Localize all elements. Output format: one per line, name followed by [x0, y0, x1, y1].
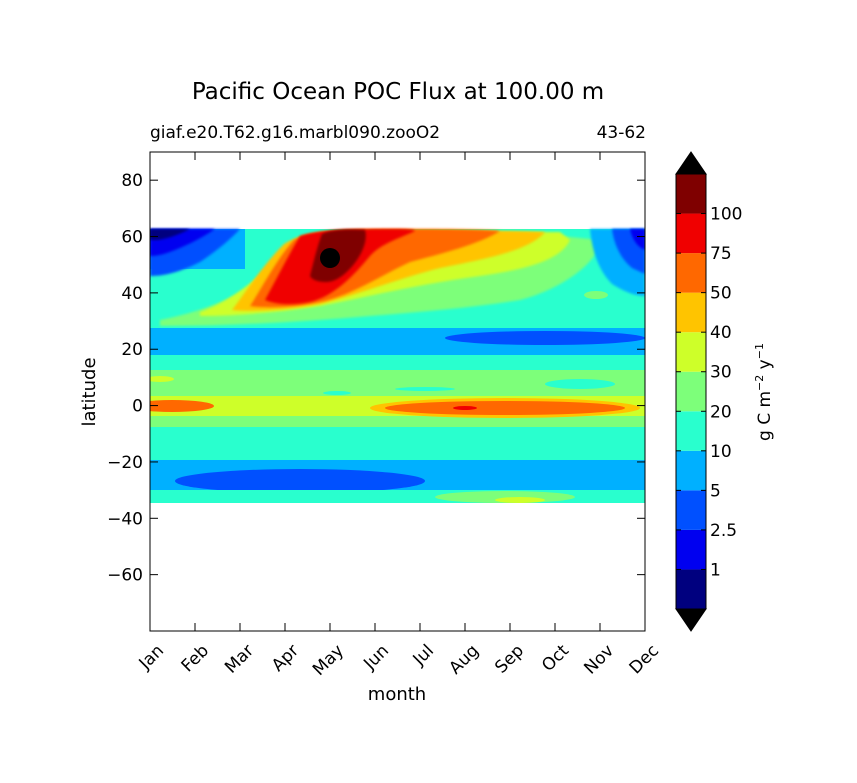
colorbar-segment — [676, 292, 706, 333]
x-tick-label: Sep — [491, 641, 528, 678]
colorbar-segment — [676, 529, 706, 570]
y-tick-label: 60 — [121, 228, 143, 248]
contour-south-low — [175, 469, 425, 493]
colorbar-level-label: 75 — [710, 244, 732, 264]
contour-small-patch-1 — [323, 391, 351, 395]
contour-equatorial-east-core — [453, 406, 477, 410]
colorbar: 1 2.5 5 10 20 30 40 50 75 100 — [675, 151, 742, 632]
colorbar-level-label: 5 — [710, 481, 721, 501]
colorbar-level-label: 10 — [710, 442, 732, 462]
y-tick-label: −20 — [107, 453, 143, 473]
chart-subtitle-right: 43-62 — [597, 123, 646, 143]
contour-field — [150, 229, 645, 503]
y-tick-label: −40 — [107, 509, 143, 529]
contour-north-eq-patch — [545, 379, 615, 389]
x-tick-label: Oct — [538, 641, 573, 676]
y-axis: 80 60 40 20 0 −20 −40 −60 — [107, 171, 645, 586]
x-tick-label: May — [309, 641, 348, 680]
contour-band-south-equatorial — [150, 415, 645, 427]
colorbar-under-triangle — [675, 608, 707, 632]
contour-north-right-patch — [584, 291, 608, 299]
colorbar-segment — [676, 332, 706, 372]
contour-band-north-subtropical-edge — [150, 355, 645, 370]
contour-north-bloom-peak — [320, 248, 340, 268]
colorbar-segment — [676, 253, 706, 293]
y-tick-label: −60 — [107, 566, 143, 586]
x-tick-label: Aug — [445, 641, 483, 679]
colorbar-over-triangle — [675, 151, 707, 175]
colorbar-level-label: 40 — [710, 323, 732, 343]
y-axis-label: latitude — [79, 357, 100, 426]
x-tick-label: Apr — [268, 641, 303, 676]
x-axis-label: month — [368, 684, 426, 705]
x-tick-label: Jul — [409, 641, 438, 670]
contour-north-eq-west — [150, 376, 174, 382]
contour-high-north-left-1 — [150, 229, 190, 240]
colorbar-segment — [676, 411, 706, 451]
plot-frame — [149, 151, 646, 632]
x-tick-label: Feb — [178, 641, 213, 676]
colorbar-segment — [676, 174, 706, 214]
colorbar-level-label: 30 — [710, 363, 732, 383]
colorbar-segment — [676, 213, 706, 254]
contour-far-south-core — [495, 497, 545, 503]
colorbar-frame — [675, 173, 707, 610]
contour-north-low — [445, 331, 645, 345]
y-tick-label: 40 — [121, 284, 143, 304]
x-tick-label: Nov — [580, 641, 618, 679]
contour-small-patch-2 — [395, 387, 455, 391]
colorbar-segment — [676, 569, 706, 609]
colorbar-level-label: 20 — [710, 402, 732, 422]
colorbar-segment — [676, 450, 706, 491]
x-tick-label: Mar — [221, 641, 258, 678]
colorbar-segment — [676, 490, 706, 530]
colorbar-level-label: 50 — [710, 284, 732, 304]
contour-equatorial-west — [150, 400, 214, 412]
contour-high-north-right-2 — [630, 229, 645, 250]
chart-title: Pacific Ocean POC Flux at 100.00 m — [192, 79, 604, 105]
y-tick-label: 80 — [121, 171, 143, 191]
y-tick-label: 0 — [132, 397, 143, 417]
colorbar-level-label: 2.5 — [710, 521, 737, 541]
x-tick-label: Dec — [626, 641, 663, 678]
y-tick-label: 20 — [121, 340, 143, 360]
colorbar-segment — [676, 371, 706, 412]
colorbar-level-label: 100 — [710, 205, 742, 225]
colorbar-label: g C m−2 y−1 — [753, 343, 775, 441]
chart-subtitle-left: giaf.e20.T62.g16.marbl090.zooO2 — [150, 123, 440, 143]
colorbar-level-label: 1 — [710, 560, 721, 580]
x-tick-label: Jun — [359, 641, 393, 675]
x-tick-label: Jan — [135, 641, 168, 674]
contour-equatorial-east — [385, 401, 625, 415]
